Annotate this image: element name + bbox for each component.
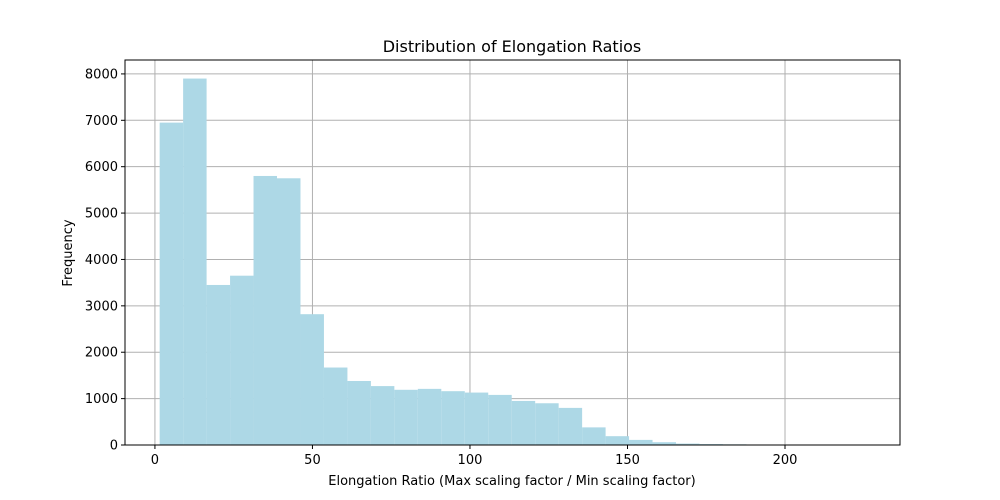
histogram-bar <box>441 391 465 445</box>
x-tick-label: 150 <box>615 453 640 468</box>
histogram-bar <box>558 407 583 445</box>
histogram-bar <box>488 394 512 445</box>
y-tick-label: 2000 <box>85 346 118 361</box>
histogram-bar <box>300 314 324 445</box>
histogram-bar <box>652 442 677 445</box>
histogram-bar <box>206 284 231 445</box>
histogram-bar <box>370 386 395 445</box>
histogram-bar <box>277 178 301 445</box>
y-tick-label: 1000 <box>85 392 118 407</box>
y-tick-label: 8000 <box>85 67 118 82</box>
x-axis-ticks: 0 50 100 150 200 <box>151 445 798 468</box>
x-tick-label: 50 <box>304 453 321 468</box>
histogram-bar <box>230 275 254 445</box>
y-tick-label: 0 <box>110 439 118 454</box>
y-tick-label: 5000 <box>85 207 118 222</box>
chart-title: Distribution of Elongation Ratios <box>383 37 642 56</box>
histogram-bar <box>629 439 653 445</box>
y-tick-label: 7000 <box>85 114 118 129</box>
y-tick-label: 3000 <box>85 299 118 314</box>
x-tick-label: 100 <box>458 453 483 468</box>
y-axis-label: Frequency <box>61 219 76 286</box>
plot-frame <box>124 59 901 446</box>
x-tick-label: 0 <box>151 453 159 468</box>
histogram-bar <box>159 122 184 445</box>
histogram-bar <box>676 443 700 445</box>
histogram-bar <box>323 367 348 445</box>
histogram-bar <box>535 403 559 445</box>
y-axis-ticks: 0 1000 2000 3000 4000 5000 6000 7000 8000 <box>85 67 125 454</box>
histogram-bar <box>464 392 489 445</box>
histogram-bar <box>582 427 606 445</box>
histogram-bar <box>605 436 630 445</box>
x-axis-label: Elongation Ratio (Max scaling factor / M… <box>328 474 695 489</box>
y-tick-label: 4000 <box>85 253 118 268</box>
x-tick-label: 200 <box>773 453 798 468</box>
histogram-bar <box>253 175 278 445</box>
histogram-bar <box>417 388 442 445</box>
histogram-bar <box>347 380 371 445</box>
histogram-bar <box>511 400 536 445</box>
y-tick-label: 6000 <box>85 160 118 175</box>
histogram-bar <box>183 78 207 446</box>
histogram-bars <box>159 78 864 446</box>
histogram-bar <box>394 389 418 445</box>
